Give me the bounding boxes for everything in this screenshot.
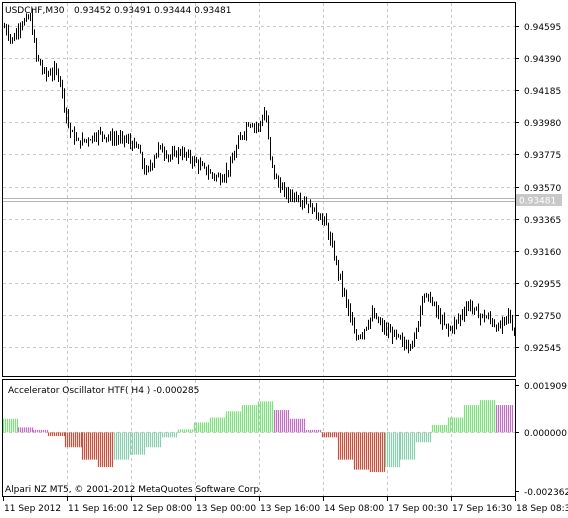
price-tick-label: 0.94185 (524, 87, 561, 97)
indicator-bars (2, 400, 514, 473)
time-tick-label: 13 Sep 16:00 (260, 504, 320, 514)
ohlc-values: 0.93452 0.93491 0.93444 0.93481 (74, 6, 231, 16)
price-tick-label: 0.92545 (524, 344, 561, 354)
price-tick-label: 0.93365 (524, 216, 561, 226)
copyright-text: Alpari NZ MT5, © 2001-2012 MetaQuotes So… (5, 485, 262, 495)
indicator-tick-label: 0.000000 (524, 429, 567, 439)
time-tick-label: 17 Sep 16:30 (452, 504, 512, 514)
time-tick-label: 13 Sep 00:00 (196, 504, 256, 514)
price-tick-label: 0.94390 (524, 55, 561, 65)
price-tick-label: 0.94595 (524, 23, 561, 33)
price-tick-label: 0.93570 (524, 184, 561, 194)
current-price-label: 0.93481 (519, 197, 556, 207)
time-tick-label: 11 Sep 16:00 (68, 504, 128, 514)
symbol-timeframe: USDCHF,M30 (5, 6, 65, 16)
time-axis: 11 Sep 2012 11 Sep 16:00 12 Sep 08:00 13 Se… (3, 497, 568, 514)
indicator-axis: 0.001909 0.000000 -0.002362 (515, 382, 568, 498)
price-grid (3, 3, 515, 376)
price-tick-label: 0.93775 (524, 151, 561, 161)
indicator-tick-label: -0.002362 (524, 488, 568, 498)
price-tick-label: 0.92955 (524, 280, 561, 290)
price-tick-label: 0.93160 (524, 248, 561, 258)
price-bars (4, 8, 515, 354)
time-tick-label: 17 Sep 00:30 (388, 504, 448, 514)
indicator-tick-label: 0.001909 (524, 382, 567, 392)
time-tick-label: 11 Sep 2012 (4, 504, 61, 514)
current-price-tag (516, 194, 562, 206)
time-tick-label: 18 Sep 08:30 (516, 504, 568, 514)
time-tick-label: 12 Sep 08:00 (132, 504, 192, 514)
time-tick-label: 14 Sep 08:00 (324, 504, 384, 514)
indicator-title: Accelerator Oscillator HTF( H4 ) -0.0002… (8, 386, 199, 396)
price-tick-label: 0.92750 (524, 312, 561, 322)
price-axis: 0.94595 0.94390 0.94185 0.93980 0.93775 0.935… (515, 23, 561, 354)
price-tick-label: 0.93980 (524, 119, 561, 129)
